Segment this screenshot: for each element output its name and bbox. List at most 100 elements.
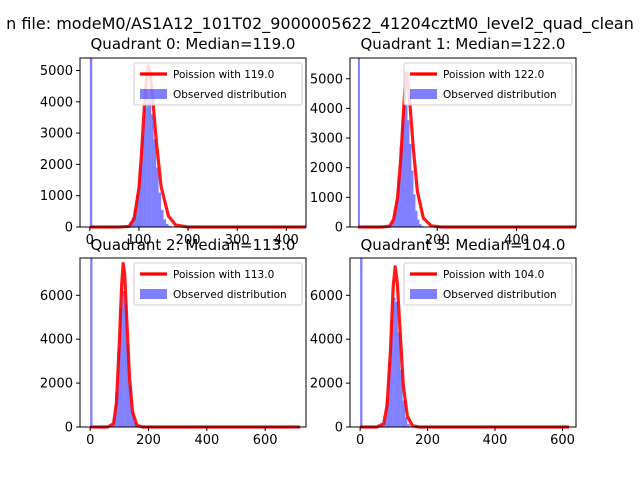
observed-bar xyxy=(390,319,394,427)
quadrant-2-legend-box xyxy=(133,262,303,306)
quadrant-1-legend-poisson-label: Poission with 122.0 xyxy=(443,69,544,81)
y-tick-label: 2000 xyxy=(310,161,343,176)
observed-bar xyxy=(90,258,93,427)
quadrant-1-panel: Quadrant 1: Median=122.0 200 400010002000… xyxy=(310,35,577,248)
axes-frame xyxy=(79,257,307,428)
x-tick-label: 600 xyxy=(550,433,575,448)
observed-bar xyxy=(117,347,120,427)
observed-bar xyxy=(119,308,123,427)
observed-bar xyxy=(411,170,414,227)
observed-bar xyxy=(417,219,420,227)
quadrant-3-legend-poisson-label: Poission with 104.0 xyxy=(443,269,544,281)
y-tick-label: 0 xyxy=(65,221,73,236)
observed-bar xyxy=(161,209,164,227)
quadrant-0-legend: Poission with 119.0 Observed distributio… xyxy=(133,62,303,106)
observed-bar xyxy=(89,58,93,227)
observed-bar xyxy=(404,417,408,427)
x-tick-label: 400 xyxy=(483,433,508,448)
y-tick-label: 6000 xyxy=(40,289,73,304)
y-tick-label: 1000 xyxy=(310,191,343,206)
observed-bar xyxy=(403,102,406,227)
x-tick-label: 400 xyxy=(274,233,299,248)
x-tick-label: 0 xyxy=(356,433,364,448)
observed-bar xyxy=(153,139,157,227)
y-tick-label: 3000 xyxy=(310,132,343,147)
figure-suptitle: n file: modeM0/AS1A12_101T02_9000005622_… xyxy=(6,14,634,34)
quadrant-0-legend-observed-label: Observed distribution xyxy=(173,89,287,101)
observed-bar xyxy=(151,114,154,227)
quadrant-2-legend-bar-swatch xyxy=(140,289,167,299)
quadrant-1-legend: Poission with 122.0 Observed distributio… xyxy=(403,62,573,106)
observed-bar xyxy=(402,400,405,427)
observed-bar xyxy=(421,225,424,227)
observed-bar xyxy=(400,369,403,427)
x-tick-label: 200 xyxy=(136,433,161,448)
quadrant-3-legend-observed-label: Observed distribution xyxy=(443,289,557,301)
quadrant-2-title: Quadrant 2: Median=113.0 xyxy=(91,236,296,254)
quadrant-3-panel: Quadrant 3: Median=104.0 0 200 400 600 0 2000… xyxy=(310,236,577,448)
quadrant-2-panel: Quadrant 2: Median=113.0 0 200 400 60002000… xyxy=(40,236,307,448)
observed-bar xyxy=(399,146,402,227)
quadrant-0-legend-bar-swatch xyxy=(140,89,167,99)
observed-bar xyxy=(381,425,384,427)
quadrant-0-title: Quadrant 0: Median=119.0 xyxy=(91,35,296,53)
y-tick-label: 4000 xyxy=(40,95,73,110)
observed-bar xyxy=(158,192,162,227)
observed-bar xyxy=(360,258,363,427)
quadrant-1-legend-observed-label: Observed distribution xyxy=(443,89,557,101)
observed-bar xyxy=(138,167,142,227)
x-tick-label: 200 xyxy=(425,233,450,248)
observed-bar xyxy=(393,297,396,427)
observed-bar xyxy=(131,411,134,427)
quadrant-3-legend-box xyxy=(403,262,573,306)
observed-bar xyxy=(168,225,171,227)
x-tick-label: 0 xyxy=(86,233,94,248)
observed-bar xyxy=(413,194,416,227)
observed-bar xyxy=(357,58,360,227)
y-tick-label: 5000 xyxy=(40,64,73,79)
poisson-line xyxy=(90,261,301,429)
x-tick-label: 0 xyxy=(86,433,94,448)
x-tick-label: 400 xyxy=(504,233,529,248)
y-tick-label: 1000 xyxy=(40,189,73,204)
quadrant-3-title: Quadrant 3: Median=104.0 xyxy=(361,236,566,254)
quadrant-2-legend-observed-label: Observed distribution xyxy=(173,289,287,301)
y-tick-label: 4000 xyxy=(310,102,343,117)
observed-bar xyxy=(397,332,401,427)
y-tick-label: 2000 xyxy=(40,377,73,392)
observed-bar xyxy=(405,105,408,227)
y-tick-label: 2000 xyxy=(310,377,343,392)
observed-bar xyxy=(395,301,398,427)
y-tick-label: 3000 xyxy=(40,127,73,142)
quadrant-0-panel: Quadrant 0: Median=119.0 0 100 200 300 40001… xyxy=(40,35,307,248)
observed-bar xyxy=(146,95,149,227)
quadrant-3-legend-bar-swatch xyxy=(410,289,437,299)
quadrant-1-legend-box xyxy=(403,62,573,106)
quadrant-2-legend: Poission with 113.0 Observed distributio… xyxy=(133,262,303,306)
x-tick-label: 600 xyxy=(253,433,278,448)
observed-bar xyxy=(407,424,410,427)
quadrant-0-legend-box xyxy=(133,62,303,106)
y-tick-label: 0 xyxy=(335,421,343,436)
y-tick-label: 4000 xyxy=(40,333,73,348)
observed-bar xyxy=(156,167,159,227)
observed-bar xyxy=(388,361,391,427)
axes-frame xyxy=(349,257,577,428)
quadrant-1-legend-bar-swatch xyxy=(410,89,437,99)
axes-frame xyxy=(349,57,577,228)
observed-bar xyxy=(395,200,398,227)
y-tick-label: 4000 xyxy=(310,333,343,348)
quadrant-2-legend-poisson-label: Poission with 113.0 xyxy=(173,269,274,281)
poisson-line xyxy=(360,265,570,429)
quadrant-0-legend-poisson-label: Poission with 119.0 xyxy=(173,69,274,81)
observed-bar xyxy=(419,224,422,227)
y-tick-label: 0 xyxy=(335,221,343,236)
x-tick-label: 200 xyxy=(176,233,201,248)
quadrant-1-title: Quadrant 1: Median=122.0 xyxy=(361,35,566,53)
observed-bar xyxy=(401,117,404,227)
x-tick-label: 300 xyxy=(225,233,250,248)
x-tick-label: 100 xyxy=(127,233,152,248)
observed-bar xyxy=(407,120,410,227)
